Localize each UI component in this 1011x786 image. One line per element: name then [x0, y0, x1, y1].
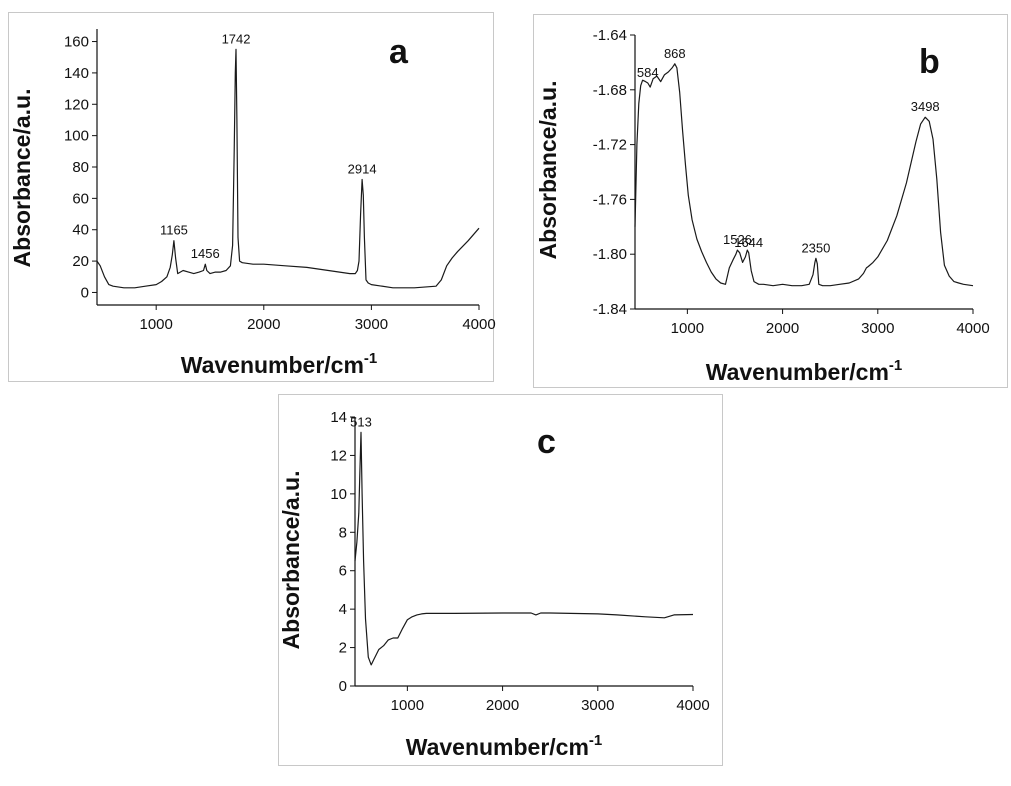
y-axis-title-b: Absorbance/a.u.: [535, 81, 561, 260]
y-tick-label: 10: [330, 486, 347, 503]
x-tick-label: 3000: [861, 320, 894, 337]
x-tick-label: 2000: [486, 697, 519, 714]
series-line: [634, 63, 974, 287]
x-tick-label: 2000: [766, 320, 799, 337]
x-tick-label: 3000: [581, 697, 614, 714]
y-tick-label: -1.76: [593, 191, 627, 208]
y-tick-label: 0: [81, 284, 89, 301]
x-tick-label: 3000: [355, 316, 388, 333]
x-axis-title-a: Wavenumber/cm-1: [181, 350, 378, 378]
y-tick-label: 0: [339, 678, 347, 695]
x-tick-label: 1000: [671, 320, 704, 337]
series-line: [354, 431, 694, 666]
series-line: [96, 48, 480, 289]
peak-label: 868: [664, 46, 686, 61]
peak-label: 1165: [160, 223, 188, 238]
peak-label: 513: [350, 414, 372, 429]
y-tick-label: 8: [339, 524, 347, 541]
panel-label-c: c: [537, 423, 556, 461]
y-tick-label: 120: [64, 96, 89, 113]
peak-label: 584: [637, 65, 659, 80]
chart-panel-b: b -1.84 -1.80 -1.76 -1.72 -1.68 -1.64 1000 2000…: [533, 14, 1008, 388]
chart-a-marks: 0 20 40 60 80 100 120 140 160 1000 2000 3000 4000 116…: [64, 29, 496, 333]
x-axis-title-b: Wavenumber/cm-1: [706, 357, 903, 385]
chart-svg-a: a 0 20 40 60 80 100 120 140 160 1000 2000 3000 4000 1…: [9, 29, 496, 378]
panel-label-b: b: [919, 43, 940, 81]
y-tick-label: 6: [339, 563, 347, 580]
x-tick-label: 2000: [247, 316, 280, 333]
chart-svg-b: b -1.84 -1.80 -1.76 -1.72 -1.68 -1.64 1000 2000…: [535, 27, 990, 385]
y-tick-label: -1.68: [593, 82, 627, 99]
y-tick-label: 140: [64, 65, 89, 82]
peak-label: 2350: [801, 240, 830, 255]
x-axis-title-b-sup: -1: [889, 357, 902, 374]
x-axis-title-a-sup: -1: [364, 350, 377, 367]
y-tick-label: -1.80: [593, 246, 627, 263]
peak-label: 1644: [734, 235, 763, 250]
chart-c-marks: 0 2 4 6 8 10 12 14 1000 2000 3000 4000 513: [330, 409, 709, 714]
x-axis-title-b-main: Wavenumber/cm: [706, 359, 889, 385]
x-tick-label: 1000: [391, 697, 424, 714]
y-tick-label: 160: [64, 34, 89, 51]
peak-label: 2914: [348, 162, 377, 177]
y-tick-label: 14: [330, 409, 347, 426]
y-axis-title-c: Absorbance/a.u.: [278, 471, 304, 650]
y-tick-label: 2: [339, 640, 347, 657]
y-tick-label: -1.64: [593, 27, 627, 44]
chart-svg-c: c 0 2 4 6 8 10 12 14 1000 2000 3000 4000 513 Absorba…: [278, 409, 710, 760]
x-tick-label: 4000: [676, 697, 709, 714]
peak-label: 1456: [191, 246, 220, 261]
x-axis-title-c-sup: -1: [589, 732, 602, 749]
peak-label: 1742: [222, 31, 251, 46]
x-tick-label: 4000: [956, 320, 989, 337]
y-tick-label: -1.72: [593, 137, 627, 154]
y-tick-label: 100: [64, 128, 89, 145]
x-axis-title-c: Wavenumber/cm-1: [406, 732, 603, 760]
y-tick-label: 60: [72, 190, 89, 207]
peak-label: 1526: [723, 232, 752, 247]
y-tick-label: -1.84: [593, 301, 627, 318]
y-axis-title-a: Absorbance/a.u.: [9, 89, 35, 268]
chart-panel-c: c 0 2 4 6 8 10 12 14 1000 2000 3000 4000 513 Absorba…: [278, 394, 723, 766]
y-tick-label: 80: [72, 159, 89, 176]
chart-b-marks: -1.84 -1.80 -1.76 -1.72 -1.68 -1.64 1000 2000 30…: [593, 27, 990, 337]
x-axis-title-c-main: Wavenumber/cm: [406, 734, 589, 760]
x-tick-label: 1000: [139, 316, 172, 333]
x-tick-label: 4000: [462, 316, 495, 333]
chart-panel-a: a 0 20 40 60 80 100 120 140 160 1000 2000 3000 4000 1…: [8, 12, 496, 382]
x-axis-title-a-main: Wavenumber/cm: [181, 352, 364, 378]
peak-label: 3498: [911, 99, 940, 114]
y-tick-label: 4: [339, 601, 347, 618]
y-tick-label: 20: [72, 253, 89, 270]
panel-label-a: a: [389, 33, 409, 71]
y-tick-label: 40: [72, 222, 89, 239]
y-tick-label: 12: [330, 447, 347, 464]
